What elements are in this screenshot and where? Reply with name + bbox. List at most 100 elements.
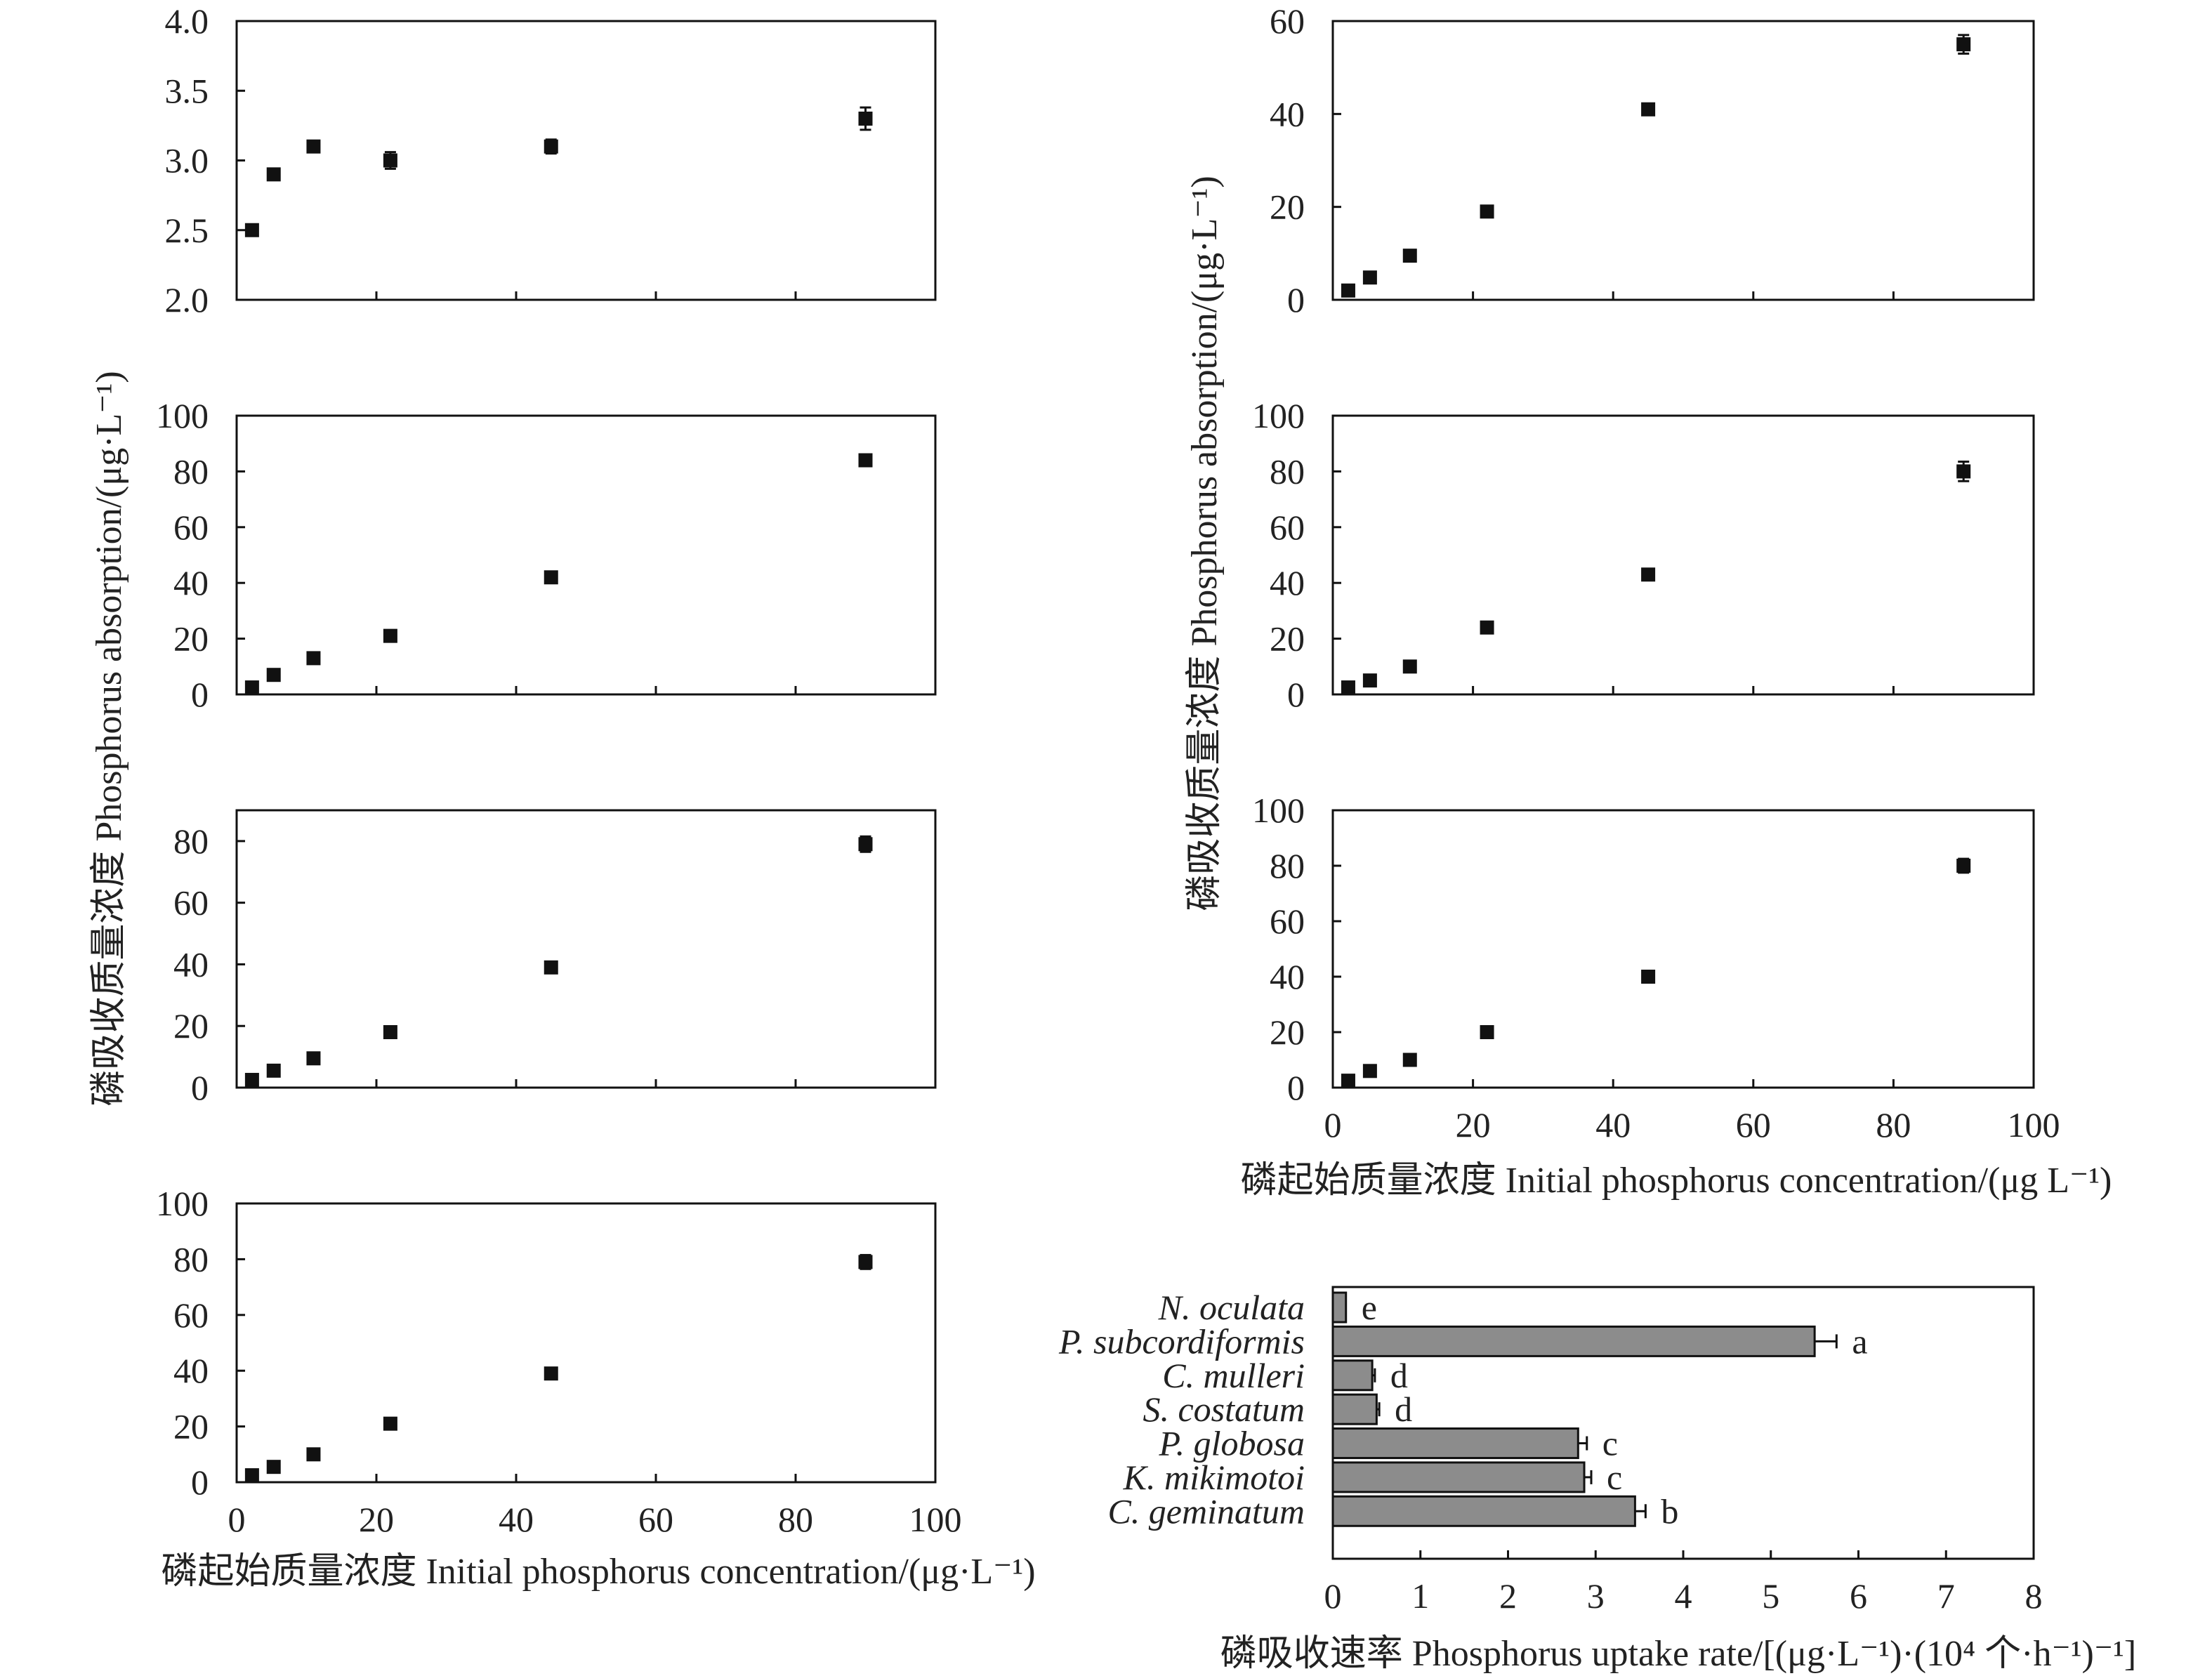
y-tick-label: 100: [156, 1184, 209, 1223]
data-point: [306, 1051, 321, 1066]
category-label: C. geminatum: [1107, 1491, 1305, 1531]
y-tick-label: 60: [1270, 902, 1305, 941]
plot-frame: [1331, 414, 2035, 696]
plot-frame: [235, 1202, 937, 1484]
data-point: [244, 223, 259, 237]
panel-left-3: 0 20 40 60 80: [173, 809, 937, 1107]
bar: [1331, 1359, 1374, 1392]
data-point: [1480, 1025, 1494, 1039]
x-tick-label: 0: [1324, 1105, 1342, 1144]
x-tick-label: 0: [1324, 1576, 1342, 1616]
x-tick-label: 1: [1411, 1576, 1429, 1616]
category-label: P. globosa: [1159, 1424, 1305, 1463]
data-point: [858, 1255, 873, 1269]
y-tick-label: 0: [191, 675, 209, 714]
y-tick-label: 100: [1252, 396, 1305, 435]
data-point: [544, 570, 558, 585]
data-point: [1956, 859, 1971, 873]
y-tick-label: 80: [1270, 846, 1305, 885]
bar: [1331, 1427, 1579, 1460]
x-tick-label: 80: [1876, 1105, 1911, 1144]
plot-frame: [1331, 20, 2035, 301]
y-tick-label: 100: [156, 396, 209, 435]
data-point: [244, 1073, 259, 1088]
y-tick-label: 80: [173, 821, 209, 861]
significance-letter: d: [1390, 1356, 1408, 1395]
y-tick-label: 60: [1270, 508, 1305, 547]
panel-left-2: 0 20 40 60 80 100: [156, 396, 937, 714]
x-tick-label: 20: [359, 1500, 394, 1539]
y-tick-label: 0: [191, 1463, 209, 1502]
y-axis-label-right: 磷吸收质量浓度 Phosphorus absorption/(μg·L⁻¹): [1185, 176, 1225, 911]
x-tick-label: 7: [1937, 1576, 1955, 1616]
y-tick-label: 40: [1270, 957, 1305, 996]
x-tick-label: 3: [1587, 1576, 1605, 1616]
data-point: [266, 167, 281, 182]
y-tick-label: 20: [173, 1407, 209, 1446]
y-tick-label: 60: [173, 508, 209, 547]
y-tick-label: 40: [173, 944, 209, 984]
y-tick-label: 40: [1270, 94, 1305, 133]
data-point: [1341, 1074, 1355, 1088]
panels: 2.02.53.03.54.00204060801000204060800204…: [156, 1, 2060, 1616]
data-point: [1641, 970, 1656, 984]
data-point: [1480, 204, 1494, 219]
data-point: [383, 1416, 397, 1431]
data-point: [1402, 659, 1417, 674]
y-tick-label: 0: [1287, 675, 1305, 714]
significance-letter: c: [1607, 1458, 1622, 1497]
data-point: [544, 1366, 558, 1381]
data-point: [244, 680, 259, 695]
x-tick-label: 6: [1850, 1576, 1867, 1616]
bar: [1331, 1461, 1586, 1493]
bar: [1331, 1291, 1348, 1324]
data-point: [266, 668, 281, 682]
plot-frame: [235, 414, 937, 696]
data-point: [1956, 37, 1971, 52]
data-point: [1362, 270, 1377, 285]
x-tick-label: 4: [1675, 1576, 1692, 1616]
data-point: [544, 960, 558, 975]
y-tick-label: 20: [173, 1006, 209, 1045]
bar: [1331, 1393, 1378, 1425]
x-tick-label: 0: [228, 1500, 246, 1539]
panel-right-2: 0 20 40 60 80 100: [1252, 396, 2035, 714]
data-point: [858, 837, 873, 852]
y-tick-label: 80: [173, 1239, 209, 1279]
y-tick-label: 2.5: [165, 211, 209, 250]
y-tick-label: 60: [1270, 1, 1305, 41]
x-tick-label: 40: [499, 1500, 534, 1539]
y-tick-label: 20: [1270, 187, 1305, 227]
data-point: [1402, 1053, 1417, 1067]
significance-letter: d: [1395, 1390, 1412, 1429]
y-tick-label: 40: [173, 563, 209, 602]
category-label: K. mikimotoi: [1123, 1458, 1305, 1497]
data-point: [1402, 249, 1417, 263]
data-point: [544, 139, 558, 154]
y-tick-label: 80: [1270, 451, 1305, 491]
data-point: [858, 453, 873, 468]
y-tick-label: 0: [1287, 280, 1305, 319]
y-tick-label: 0: [191, 1068, 209, 1107]
x-tick-label: 5: [1762, 1576, 1779, 1616]
panel-right-1: 0 20 40 60: [1270, 1, 2035, 319]
data-point: [1641, 567, 1656, 582]
data-point: [1641, 102, 1656, 117]
panel-left-4: 0 20 40 60 80 100 0 20 40 60 80 100: [156, 1184, 962, 1539]
x-tick-label: 100: [909, 1500, 962, 1539]
panel-left-1: 2.0 2.5 3.0 3.5 4.0: [165, 1, 937, 319]
data-point: [1362, 673, 1377, 688]
x-tick-label: 80: [778, 1500, 813, 1539]
data-point: [383, 628, 397, 643]
x-tick-label: 60: [1736, 1105, 1771, 1144]
y-tick-label: 60: [173, 1295, 209, 1335]
y-tick-label: 2.0: [165, 280, 209, 319]
significance-letter: a: [1852, 1321, 1867, 1361]
x-tick-label: 100: [2008, 1105, 2060, 1144]
x-tick-label: 2: [1499, 1576, 1517, 1616]
plot-frame: [235, 809, 937, 1089]
data-point: [306, 1447, 321, 1462]
y-tick-label: 4.0: [165, 1, 209, 41]
y-tick-label: 40: [173, 1351, 209, 1390]
